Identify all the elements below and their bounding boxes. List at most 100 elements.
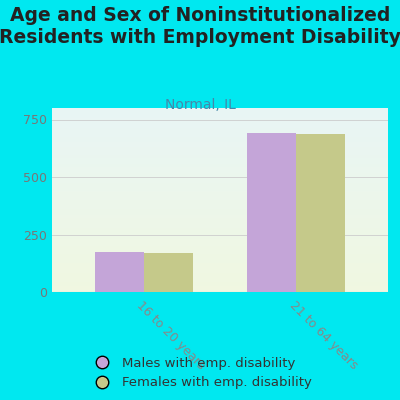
Bar	[52, 123, 388, 124]
Bar	[52, 219, 388, 220]
Bar	[52, 141, 388, 142]
Bar	[52, 152, 388, 153]
Bar	[52, 122, 388, 123]
Bar	[52, 233, 388, 234]
Bar	[52, 168, 388, 169]
Bar	[52, 220, 388, 221]
Text: Age and Sex of Noninstitutionalized
Residents with Employment Disability: Age and Sex of Noninstitutionalized Resi…	[0, 6, 400, 47]
Bar	[52, 248, 388, 249]
Bar	[52, 131, 388, 132]
Bar	[52, 121, 388, 122]
Bar	[52, 218, 388, 219]
Bar	[52, 154, 388, 155]
Bar	[52, 186, 388, 187]
Bar	[52, 265, 388, 266]
Bar	[52, 286, 388, 287]
Bar	[52, 239, 388, 240]
Bar	[52, 240, 388, 241]
Bar	[52, 267, 388, 268]
Bar	[52, 234, 388, 235]
Bar	[52, 214, 388, 215]
Bar	[52, 290, 388, 291]
Bar	[52, 288, 388, 289]
Bar	[52, 169, 388, 170]
Bar	[52, 142, 388, 143]
Bar	[52, 110, 388, 111]
Bar	[52, 185, 388, 186]
Bar	[52, 230, 388, 231]
Bar	[52, 198, 388, 199]
Bar	[52, 146, 388, 147]
Bar	[52, 241, 388, 242]
Bar	[52, 187, 388, 188]
Bar	[52, 153, 388, 154]
Bar	[52, 242, 388, 243]
Bar	[52, 138, 388, 139]
Bar	[52, 284, 388, 285]
Bar	[52, 276, 388, 277]
Bar	[52, 192, 388, 193]
Bar	[52, 280, 388, 281]
Bar	[52, 144, 388, 145]
Bar	[52, 203, 388, 204]
Bar	[52, 190, 388, 191]
Bar	[52, 166, 388, 167]
Bar	[52, 250, 388, 252]
Bar	[52, 285, 388, 286]
Bar	[52, 257, 388, 258]
Bar	[52, 243, 388, 244]
Bar	[52, 178, 388, 179]
Bar	[52, 129, 388, 130]
Bar	[52, 117, 388, 118]
Bar	[296, 134, 345, 292]
Bar	[52, 231, 388, 232]
Bar	[52, 211, 388, 212]
Bar	[52, 277, 388, 278]
Bar	[52, 163, 388, 164]
Bar	[52, 274, 388, 276]
Bar	[52, 256, 388, 257]
Bar	[52, 249, 388, 250]
Bar	[52, 180, 388, 181]
Bar	[52, 268, 388, 269]
Bar	[52, 222, 388, 223]
Bar	[52, 266, 388, 267]
Bar	[52, 172, 388, 173]
Bar	[52, 261, 388, 262]
Bar	[52, 143, 388, 144]
Bar	[52, 224, 388, 225]
Bar	[52, 208, 388, 209]
Bar	[52, 181, 388, 182]
Bar	[52, 145, 388, 146]
Bar	[52, 247, 388, 248]
Bar	[52, 194, 388, 195]
Bar	[52, 199, 388, 200]
Bar	[52, 228, 388, 230]
Bar	[52, 136, 388, 138]
Bar	[52, 272, 388, 273]
Bar	[52, 258, 388, 259]
Bar	[52, 162, 388, 163]
Bar	[52, 164, 388, 165]
Bar	[52, 216, 388, 218]
Bar	[52, 157, 388, 158]
Bar	[52, 151, 388, 152]
Bar	[52, 133, 388, 134]
Bar	[52, 128, 388, 129]
Bar	[52, 237, 388, 238]
Bar	[52, 210, 388, 211]
Bar	[52, 209, 388, 210]
Bar	[52, 170, 388, 172]
Bar	[52, 200, 388, 201]
Bar	[52, 114, 388, 115]
Bar	[52, 201, 388, 202]
Bar	[52, 140, 388, 141]
Bar	[52, 238, 388, 239]
Bar	[52, 204, 388, 206]
Bar	[144, 253, 192, 292]
Bar	[52, 264, 388, 265]
Bar	[52, 158, 388, 160]
Bar	[52, 282, 388, 283]
Bar	[52, 271, 388, 272]
Bar	[95, 252, 144, 292]
